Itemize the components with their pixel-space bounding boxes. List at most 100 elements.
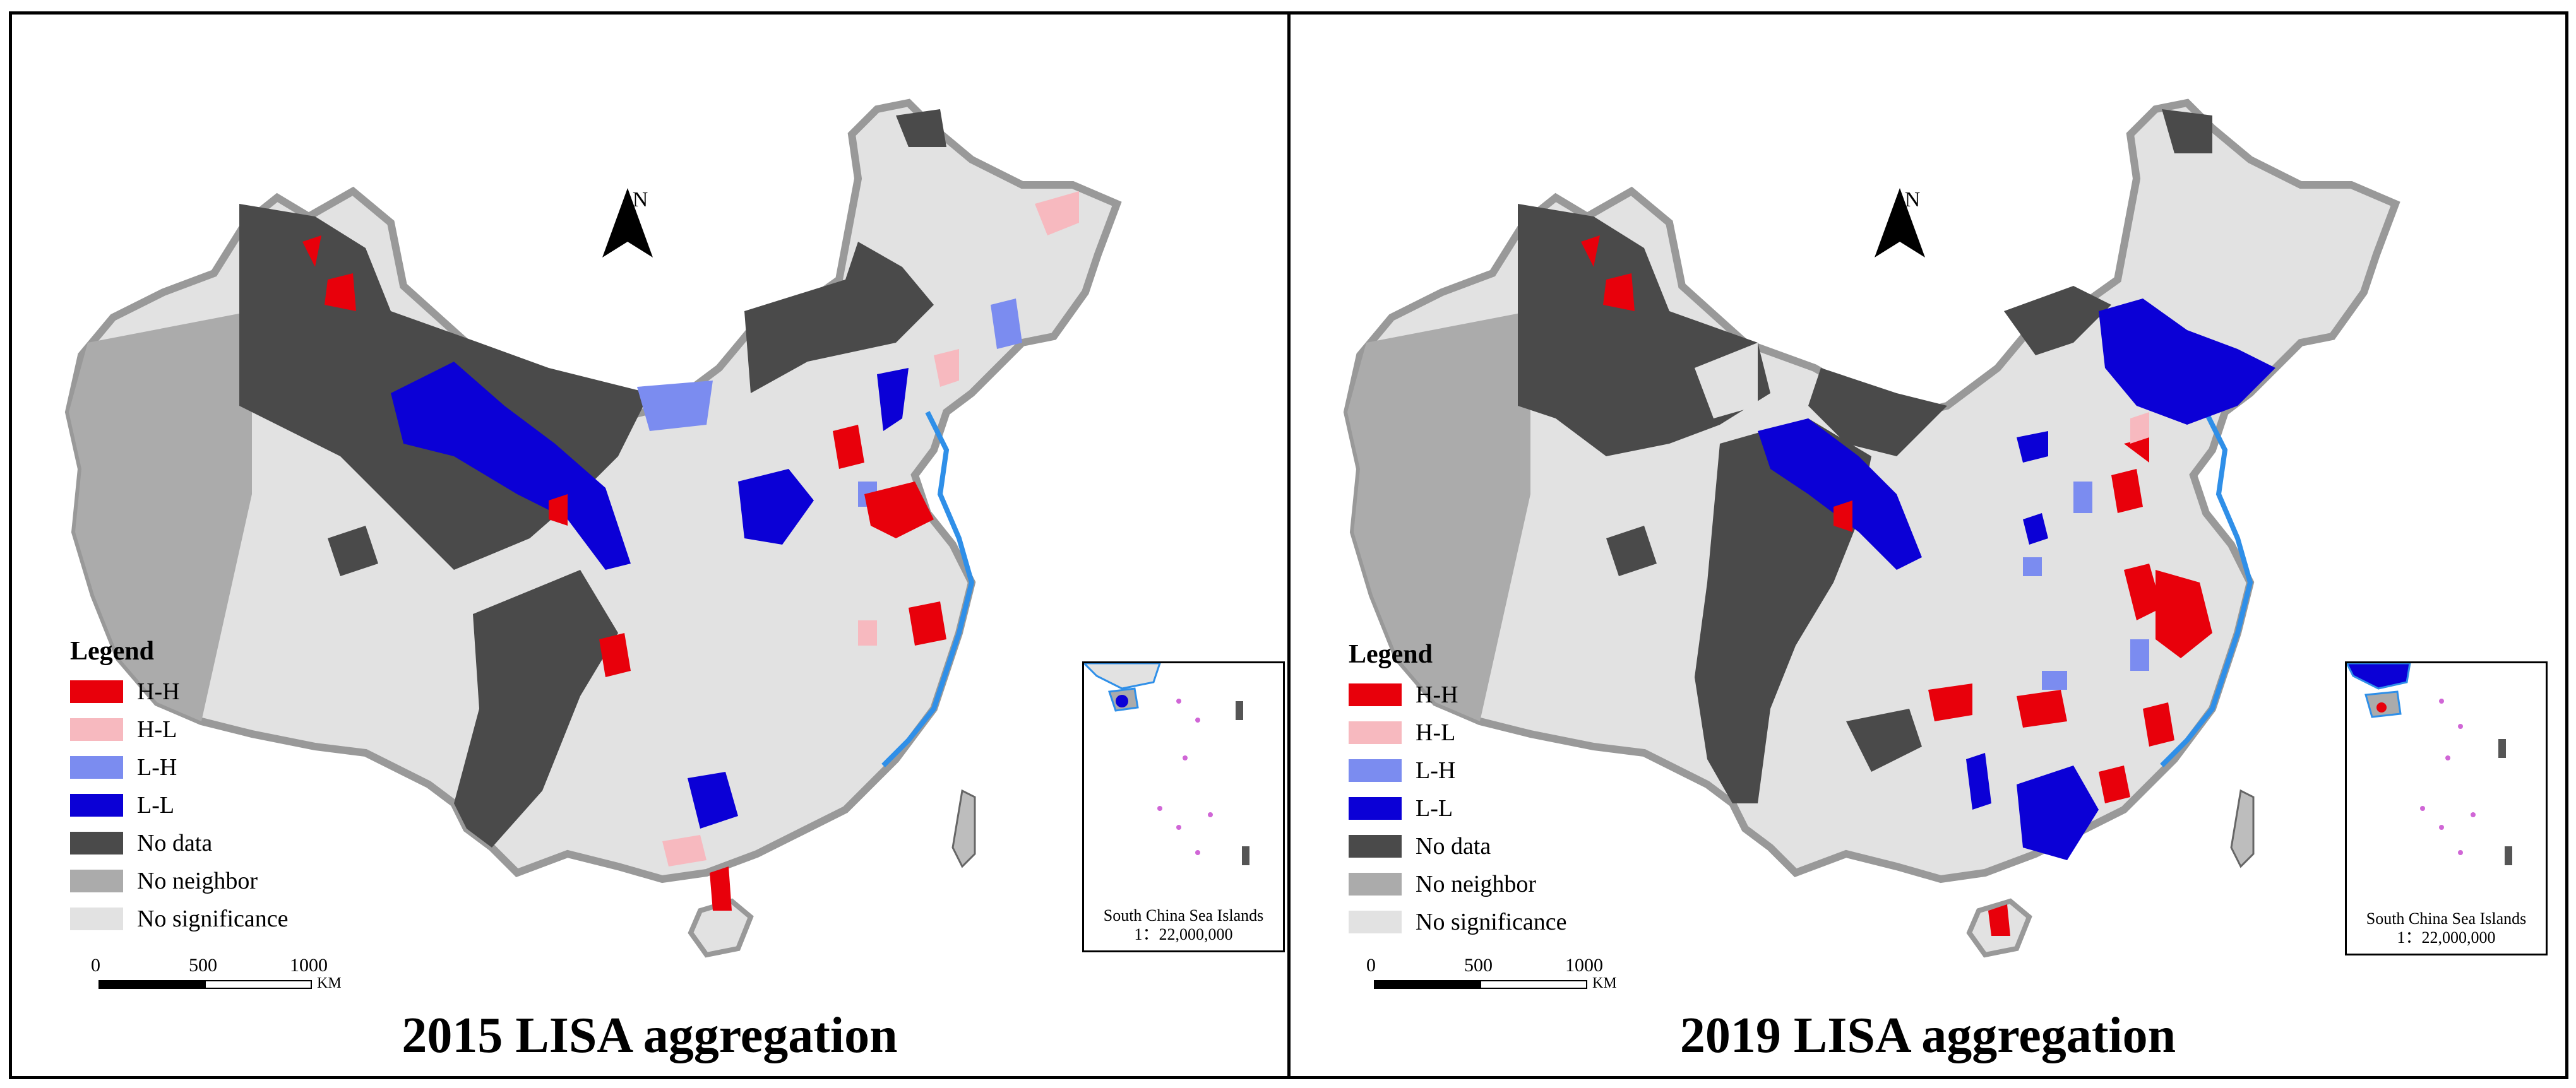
legend-swatch-hh (70, 680, 123, 703)
region-hh-qinghai (1834, 500, 1852, 532)
china-map-2015 (64, 98, 1122, 958)
lisa-regions-2019 (1347, 109, 2275, 936)
legend-label-hh: H-H (137, 678, 180, 705)
legend-label-no-neighbor: No neighbor (137, 868, 258, 894)
inset-caption: South China Sea Islands 1：22,000,000 (1084, 906, 1283, 944)
legend-item-ll: L-L (1349, 789, 1567, 827)
region-lh-jilin (991, 299, 1022, 349)
legend: Legend H-H H-L L-H L-L No data No neighb… (1349, 639, 1567, 941)
lisa-regions-2015 (69, 109, 1079, 911)
region-hh-xinjiang-1 (302, 235, 321, 267)
region-ll-guangxi (688, 772, 738, 829)
region-hh-guangdong (2099, 766, 2130, 803)
scale-unit: KM (1592, 975, 1617, 991)
region-no-significance-xinjiang (1695, 343, 1758, 418)
north-arrow-icon (1875, 188, 1925, 257)
inset-caption-scale: 1：22,000,000 (1134, 925, 1233, 943)
coastline (2160, 411, 2253, 767)
scale-tick-500: 500 (189, 955, 217, 976)
legend-item-no-significance: No significance (70, 900, 289, 938)
legend-swatch-hl (1349, 721, 1402, 744)
region-ll-northeast (2099, 299, 2275, 425)
legend-item-hh: H-H (1349, 676, 1567, 714)
legend-label-no-significance: No significance (1416, 909, 1567, 935)
region-hh-qinghai (549, 494, 568, 526)
panel-title-2015: 2015 LISA aggregation (402, 1008, 898, 1063)
scale-bar-black-segment (98, 980, 206, 989)
legend-swatch-no-data (70, 832, 123, 854)
region-no-data-north (744, 242, 934, 393)
inset-caption-scale: 1：22,000,000 (2397, 928, 2496, 947)
china-map-2019 (1343, 98, 2400, 958)
region-hl-heilongjiang (1035, 191, 1079, 235)
legend-item-hl: H-L (70, 711, 289, 748)
inset-map (2347, 663, 2512, 865)
region-hh-xinjiang-2 (325, 273, 356, 311)
scale-bar-black-segment (1374, 980, 1481, 989)
region-lh-anhui (2130, 639, 2149, 671)
region-ll-guangxi (2017, 766, 2099, 860)
scale-bar: 0 500 1000 KM (91, 955, 356, 993)
region-hh-shandong (864, 482, 934, 538)
legend-swatch-no-significance (70, 908, 123, 930)
region-ll-hexi (391, 362, 631, 570)
legend-label-no-data: No data (137, 830, 213, 856)
legend-item-ll: L-L (70, 786, 289, 824)
map-panel-2019: N Legend H-H H-L L-H L-L No data No neig… (1287, 11, 2568, 1079)
map-panel-2015: N Legend H-H H-L L-H L-L No data No neig… (9, 11, 1291, 1079)
region-hh-hainan (710, 866, 732, 911)
legend-label-hh: H-H (1416, 682, 1458, 708)
scale-tick-1000: 1000 (1565, 955, 1603, 976)
legend-item-no-data: No data (70, 824, 289, 862)
region-hh-chongqing (2017, 690, 2067, 728)
taiwan-island (2230, 789, 2255, 868)
scale-bar-white-segment (1480, 980, 1587, 989)
region-lh-hubei (2042, 671, 2067, 690)
legend-label-hl: H-L (137, 716, 177, 743)
legend-item-lh: L-H (70, 748, 289, 786)
region-no-data-west (1695, 418, 1871, 803)
scale-tick-0: 0 (91, 955, 100, 976)
region-no-data-tibet (328, 526, 378, 576)
legend-label-no-neighbor: No neighbor (1416, 871, 1537, 897)
scale-bar-white-segment (205, 980, 312, 989)
legend-item-no-data: No data (1349, 827, 1567, 865)
coastline (881, 411, 975, 767)
legend-label-lh: L-H (137, 754, 177, 781)
north-letter: N (1904, 188, 1921, 211)
legend-item-hh: H-H (70, 673, 289, 711)
hainan-island (688, 898, 754, 958)
north-arrow-icon (602, 188, 653, 257)
north-arrow: N (602, 188, 678, 257)
legend-swatch-hh (1349, 683, 1402, 706)
south-china-sea-inset: South China Sea Islands 1：22,000,000 (2345, 661, 2548, 955)
legend-item-no-neighbor: No neighbor (1349, 865, 1567, 903)
region-no-data-north (2004, 286, 2111, 355)
north-letter: N (632, 188, 648, 211)
region-hh-shanghai (909, 601, 946, 646)
region-hh-zhejiang (2156, 570, 2212, 658)
scale-tick-1000: 1000 (290, 955, 328, 976)
region-hl-jiangxi (858, 620, 877, 646)
region-no-data-mongolia-west (1808, 368, 1947, 456)
region-no-data-northeast (896, 109, 946, 147)
region-no-data-south (1846, 709, 1922, 772)
taiwan-island (951, 789, 976, 868)
legend-swatch-no-neighbor (1349, 873, 1402, 896)
legend-swatch-lh (1349, 759, 1402, 782)
legend-label-ll: L-L (137, 792, 175, 819)
legend-item-hl: H-L (1349, 714, 1567, 752)
scale-tick-0: 0 (1366, 955, 1376, 976)
region-lh-inner-mongolia (637, 381, 713, 431)
legend-title: Legend (1349, 640, 1433, 669)
region-ll-shanxi (2017, 431, 2048, 463)
legend-label-ll: L-L (1416, 795, 1453, 822)
region-ll-hexi (1758, 418, 1922, 570)
region-ll-shanxi (738, 469, 814, 545)
legend-item-no-significance: No significance (1349, 903, 1567, 941)
south-china-sea-inset: South China Sea Islands 1：22,000,000 (1082, 661, 1285, 952)
legend-swatch-no-significance (1349, 911, 1402, 933)
region-no-neighbor-west (69, 311, 252, 721)
scale-bar: 0 500 1000 KM (1366, 955, 1631, 993)
scale-unit: KM (317, 975, 342, 991)
